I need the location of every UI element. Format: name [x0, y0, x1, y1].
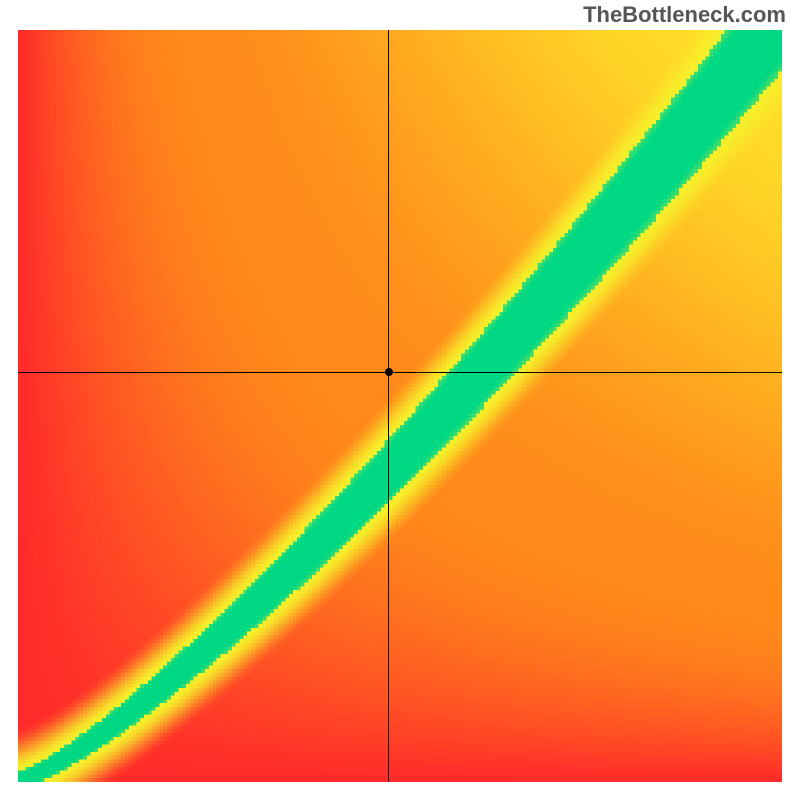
heatmap-plot — [18, 30, 782, 782]
heatmap-canvas — [18, 30, 782, 782]
crosshair-vertical — [388, 30, 389, 782]
crosshair-marker — [385, 368, 393, 376]
watermark-text: TheBottleneck.com — [583, 2, 786, 28]
crosshair-horizontal — [18, 372, 782, 373]
